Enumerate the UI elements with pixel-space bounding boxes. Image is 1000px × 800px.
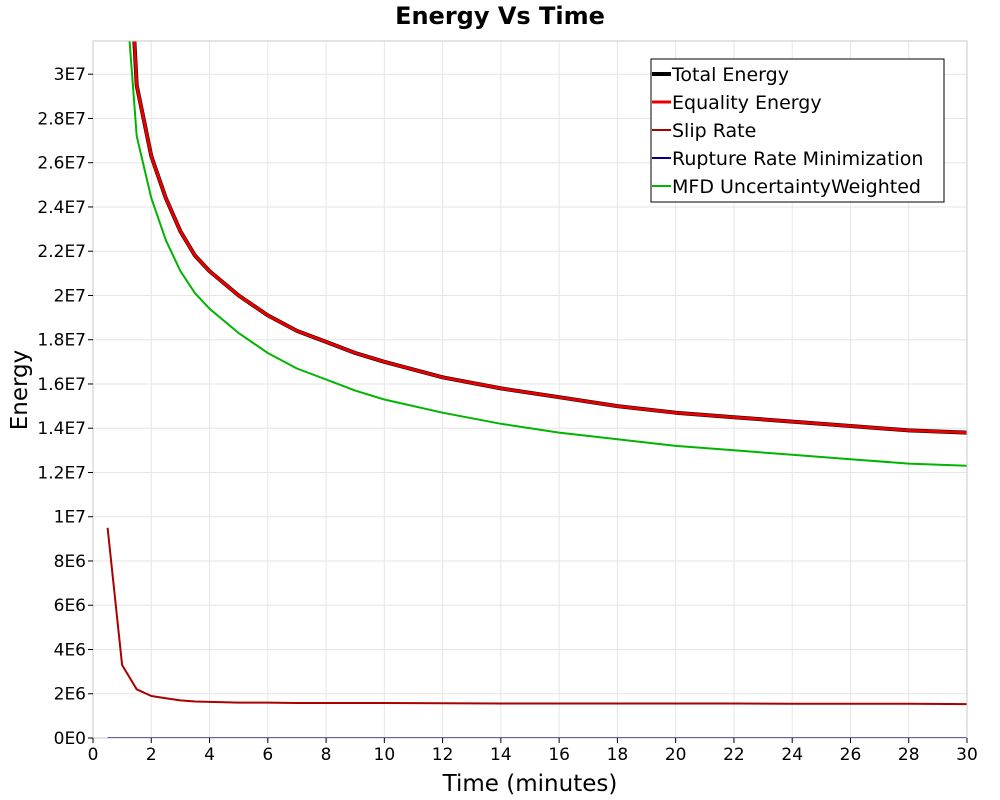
legend-label-slip-rate: Slip Rate — [672, 120, 756, 142]
series-lines — [106, 41, 967, 738]
x-tick-label: 26 — [840, 745, 862, 765]
x-tick-label: 14 — [490, 745, 512, 765]
y-tick-label: 1.4E7 — [37, 419, 86, 439]
x-tick-label: 28 — [898, 745, 920, 765]
y-tick-label: 3E7 — [54, 65, 86, 85]
y-tick-label: 2.8E7 — [37, 109, 86, 129]
x-tick-label: 4 — [204, 745, 215, 765]
legend-box — [650, 58, 945, 203]
y-tick-label: 4E6 — [54, 640, 86, 660]
y-axis-ticks: 0E0 2E6 4E6 6E6 8E6 1E7 1.2E7 1.4E7 1.6E7 1.8E7 2E… — [37, 65, 93, 749]
y-axis-label: Energy — [7, 350, 33, 431]
y-tick-label: 0E0 — [54, 729, 86, 749]
x-tick-label: 30 — [956, 745, 978, 765]
series-line-mfd-uncertaintyweighted — [128, 41, 967, 467]
plot-area-border — [92, 40, 968, 739]
x-tick-label: 20 — [665, 745, 687, 765]
y-tick-label: 2E7 — [54, 286, 86, 306]
legend: Total Energy Equality Energy Slip Rate Rupt… — [650, 58, 945, 203]
y-tick-label: 1.2E7 — [37, 463, 86, 483]
x-tick-label: 2 — [146, 745, 157, 765]
x-tick-label: 16 — [548, 745, 570, 765]
legend-label-mfd-uncertaintyweighted: MFD UncertaintyWeighted — [672, 176, 921, 198]
chart-title: Energy Vs Time — [395, 2, 605, 30]
x-tick-label: 18 — [607, 745, 629, 765]
y-tick-label: 2.6E7 — [37, 154, 86, 174]
legend-label-equality-energy: Equality Energy — [672, 92, 822, 114]
x-axis-ticks: 0 2 4 6 8 10 12 14 16 18 20 22 24 26 28 30 — [88, 738, 978, 765]
x-tick-label: 10 — [374, 745, 396, 765]
x-tick-label: 22 — [723, 745, 745, 765]
y-tick-label: 2.4E7 — [37, 198, 86, 218]
y-tick-label: 1.6E7 — [37, 375, 86, 395]
legend-label-total-energy: Total Energy — [671, 64, 789, 86]
series-line-equality-energy — [132, 41, 967, 435]
x-axis-label: Time (minutes) — [442, 771, 618, 797]
series-line-slip-rate — [106, 527, 967, 706]
y-tick-label: 2E6 — [54, 685, 86, 705]
x-tick-label: 6 — [262, 745, 273, 765]
y-tick-label: 1.8E7 — [37, 331, 86, 351]
y-tick-label: 8E6 — [54, 552, 86, 572]
x-tick-label: 0 — [88, 745, 99, 765]
y-tick-label: 6E6 — [54, 596, 86, 616]
x-tick-label: 24 — [781, 745, 803, 765]
y-tick-label: 1E7 — [54, 508, 86, 528]
legend-label-rupture-rate-minimization: Rupture Rate Minimization — [672, 148, 923, 170]
x-tick-label: 12 — [432, 745, 454, 765]
x-tick-label: 8 — [321, 745, 332, 765]
y-tick-label: 2.2E7 — [37, 242, 86, 262]
